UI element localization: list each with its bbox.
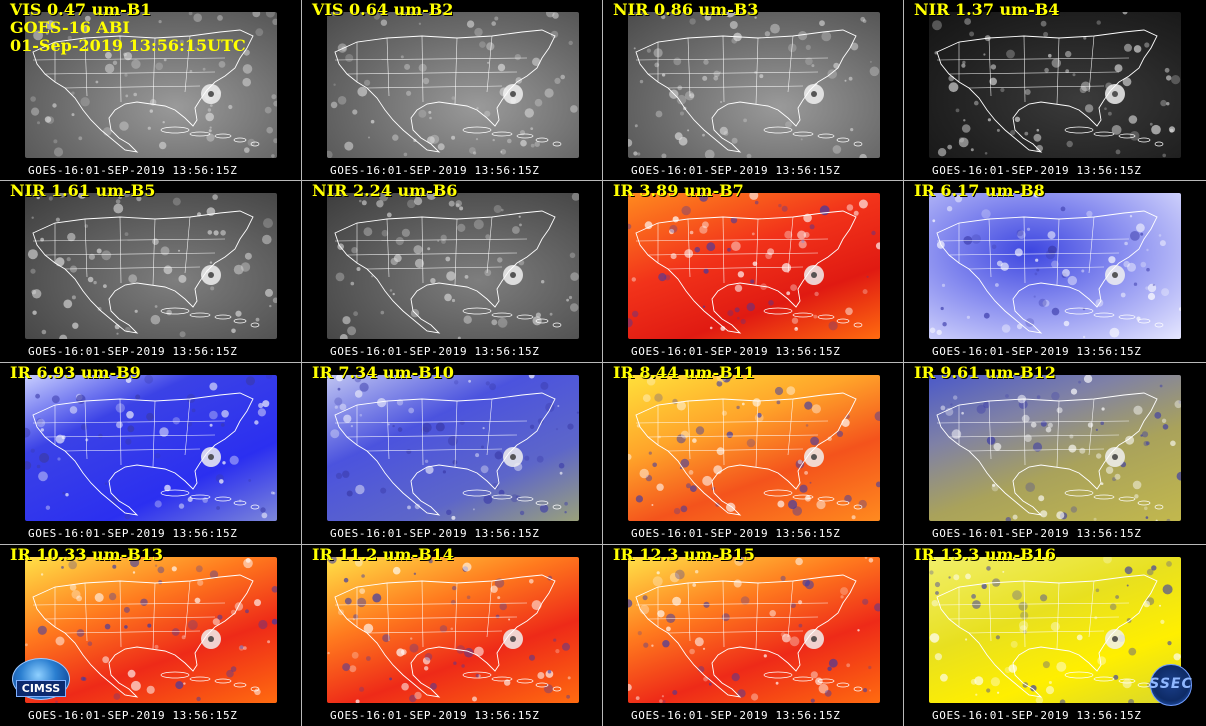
satellite-image xyxy=(628,375,880,521)
cimss-logo: CIMSS xyxy=(8,652,72,708)
timestamp: GOES-16:01-SEP-2019 13:56:15Z xyxy=(631,164,841,177)
timestamp: GOES-16:01-SEP-2019 13:56:15Z xyxy=(330,527,540,540)
timestamp: GOES-16:01-SEP-2019 13:56:15Z xyxy=(28,527,238,540)
timestamp: GOES-16:01-SEP-2019 13:56:15Z xyxy=(631,345,841,358)
panel-band-8: IR 6.17 um-B8 GOES-16:01-SEP-2019 13:56:… xyxy=(904,181,1204,361)
datetime-utc: 01-Sep-2019 13:56:15UTC xyxy=(10,36,246,55)
grid-divider xyxy=(0,180,1206,181)
band-label: IR 12.3 um-B15 xyxy=(613,545,755,564)
panel-band-16: IR 13.3 um-B16 GOES-16:01-SEP-2019 13:56… xyxy=(904,545,1204,725)
timestamp: GOES-16:01-SEP-2019 13:56:15Z xyxy=(330,709,540,722)
timestamp: GOES-16:01-SEP-2019 13:56:15Z xyxy=(28,164,238,177)
band-label: IR 7.34 um-B10 xyxy=(312,363,454,382)
panel-band-1: VIS 0.47 um-B1 GOES-16 ABI 01-Sep-2019 1… xyxy=(0,0,300,180)
satellite-image xyxy=(929,375,1181,521)
band-label: NIR 1.61 um-B5 xyxy=(10,181,156,200)
satellite-image xyxy=(327,375,579,521)
panel-band-4: NIR 1.37 um-B4 GOES-16:01-SEP-2019 13:56… xyxy=(904,0,1204,180)
panel-band-14: IR 11.2 um-B14 GOES-16:01-SEP-2019 13:56… xyxy=(302,545,602,725)
panel-band-6: NIR 2.24 um-B6 GOES-16:01-SEP-2019 13:56… xyxy=(302,181,602,361)
timestamp: GOES-16:01-SEP-2019 13:56:15Z xyxy=(631,709,841,722)
panel-band-7: IR 3.89 um-B7 GOES-16:01-SEP-2019 13:56:… xyxy=(603,181,903,361)
timestamp: GOES-16:01-SEP-2019 13:56:15Z xyxy=(932,164,1142,177)
timestamp: GOES-16:01-SEP-2019 13:56:15Z xyxy=(932,345,1142,358)
cimss-logo-text: CIMSS xyxy=(16,680,66,697)
satellite-image xyxy=(25,375,277,521)
satellite-image xyxy=(929,193,1181,339)
panel-band-9: IR 6.93 um-B9 GOES-16:01-SEP-2019 13:56:… xyxy=(0,363,300,543)
timestamp: GOES-16:01-SEP-2019 13:56:15Z xyxy=(330,345,540,358)
band-label: NIR 2.24 um-B6 xyxy=(312,181,458,200)
satellite-image xyxy=(327,557,579,703)
ssec-emblem-icon xyxy=(1150,664,1192,706)
satellite-name: GOES-16 ABI xyxy=(10,18,130,37)
band-label: NIR 0.86 um-B3 xyxy=(613,0,759,19)
satellite-image xyxy=(25,12,277,158)
satellite-image xyxy=(25,557,277,703)
timestamp: GOES-16:01-SEP-2019 13:56:15Z xyxy=(631,527,841,540)
satellite-image xyxy=(628,193,880,339)
timestamp: GOES-16:01-SEP-2019 13:56:15Z xyxy=(28,345,238,358)
grid-divider xyxy=(903,0,904,726)
timestamp: GOES-16:01-SEP-2019 13:56:15Z xyxy=(330,164,540,177)
timestamp: GOES-16:01-SEP-2019 13:56:15Z xyxy=(932,709,1142,722)
panel-band-3: NIR 0.86 um-B3 GOES-16:01-SEP-2019 13:56… xyxy=(603,0,903,180)
grid-divider xyxy=(301,0,302,726)
satellite-image xyxy=(327,193,579,339)
band-label: IR 10.33 um-B13 xyxy=(10,545,164,564)
grid-divider xyxy=(0,544,1206,545)
band-label: IR 11.2 um-B14 xyxy=(312,545,454,564)
ssec-logo-text: SSEC xyxy=(1149,676,1193,692)
band-label: IR 8.44 um-B11 xyxy=(613,363,755,382)
panel-band-15: IR 12.3 um-B15 GOES-16:01-SEP-2019 13:56… xyxy=(603,545,903,725)
satellite-image xyxy=(25,193,277,339)
grid-divider xyxy=(602,0,603,726)
band-label: NIR 1.37 um-B4 xyxy=(914,0,1060,19)
band-label: IR 9.61 um-B12 xyxy=(914,363,1056,382)
timestamp: GOES-16:01-SEP-2019 13:56:15Z xyxy=(28,709,238,722)
panel-band-12: IR 9.61 um-B12 GOES-16:01-SEP-2019 13:56… xyxy=(904,363,1204,543)
ssec-logo: SSEC xyxy=(1142,664,1200,706)
band-label: VIS 0.47 um-B1 xyxy=(10,0,152,19)
satellite-image xyxy=(628,12,880,158)
band-label: IR 13.3 um-B16 xyxy=(914,545,1056,564)
satellite-image xyxy=(929,12,1181,158)
band-label: IR 6.17 um-B8 xyxy=(914,181,1045,200)
panel-band-10: IR 7.34 um-B10 GOES-16:01-SEP-2019 13:56… xyxy=(302,363,602,543)
satellite-image xyxy=(929,557,1181,703)
panel-band-5: NIR 1.61 um-B5 GOES-16:01-SEP-2019 13:56… xyxy=(0,181,300,361)
satellite-image xyxy=(628,557,880,703)
band-label: VIS 0.64 um-B2 xyxy=(312,0,454,19)
band-label: IR 6.93 um-B9 xyxy=(10,363,141,382)
grid-divider xyxy=(0,362,1206,363)
timestamp: GOES-16:01-SEP-2019 13:56:15Z xyxy=(932,527,1142,540)
panel-band-2: VIS 0.64 um-B2 GOES-16:01-SEP-2019 13:56… xyxy=(302,0,602,180)
panel-band-11: IR 8.44 um-B11 GOES-16:01-SEP-2019 13:56… xyxy=(603,363,903,543)
satellite-image xyxy=(327,12,579,158)
band-label: IR 3.89 um-B7 xyxy=(613,181,744,200)
